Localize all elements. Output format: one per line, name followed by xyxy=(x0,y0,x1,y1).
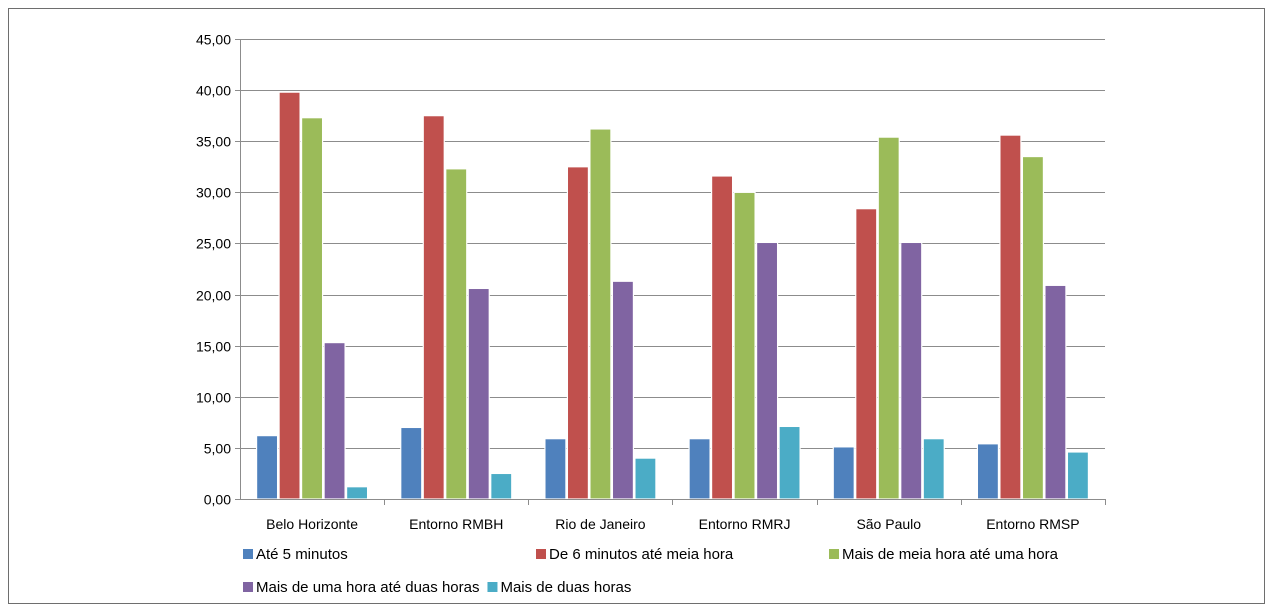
bar-3-2 xyxy=(445,168,468,500)
y-tick-labels: 0,00 5,00 10,00 15,00 20,00 25,00 30,00 35,00 40… xyxy=(196,32,231,508)
legend-label: Até 5 minutos xyxy=(256,546,348,563)
x-tick-label: São Paulo xyxy=(856,516,921,532)
bar-2-4 xyxy=(710,175,734,500)
legend-swatch xyxy=(536,549,546,559)
bar-4-5 xyxy=(900,241,923,500)
y-tick-label: 45,00 xyxy=(196,32,231,48)
bar-3-6 xyxy=(1021,155,1045,500)
bar-4-2 xyxy=(467,287,490,500)
bars xyxy=(255,91,1090,500)
bar-5-6 xyxy=(1066,451,1090,500)
x-tick-label: Rio de Janeiro xyxy=(555,516,645,532)
bar-2-2 xyxy=(422,115,445,500)
bar-4-1 xyxy=(323,342,346,500)
x-tick-label: Belo Horizonte xyxy=(266,516,358,532)
legend: Até 5 minutos De 6 minutos até meia hora M… xyxy=(243,546,1059,596)
legend-label: De 6 minutos até meia hora xyxy=(549,546,734,563)
x-tick-label: Entorno RMBH xyxy=(409,516,503,532)
bar-4-4 xyxy=(755,241,779,500)
bar-1-3 xyxy=(544,438,567,500)
y-tick-label: 40,00 xyxy=(196,83,231,99)
y-tick-label: 20,00 xyxy=(196,288,231,304)
x-tick-label: Entorno RMRJ xyxy=(699,516,791,532)
bar-2-1 xyxy=(278,91,301,500)
bar-5-2 xyxy=(490,472,513,500)
y-tick-label: 25,00 xyxy=(196,236,231,252)
y-tick-label: 5,00 xyxy=(204,441,231,457)
y-tick-label: 30,00 xyxy=(196,185,231,201)
bar-5-1 xyxy=(345,486,369,500)
y-tick-label: 0,00 xyxy=(204,492,231,508)
bar-chart: 0,00 5,00 10,00 15,00 20,00 25,00 30,00 35,00 40… xyxy=(196,32,1106,596)
legend-label: Mais de uma hora até duas horas xyxy=(256,579,479,596)
bar-1-2 xyxy=(400,426,423,500)
bar-2-3 xyxy=(566,166,590,500)
bar-3-1 xyxy=(300,117,324,500)
bar-3-4 xyxy=(733,191,756,500)
bar-1-5 xyxy=(832,446,855,500)
bar-4-6 xyxy=(1044,284,1067,500)
bar-5-5 xyxy=(922,438,945,500)
y-tick-label: 10,00 xyxy=(196,390,231,406)
bar-1-1 xyxy=(255,435,279,500)
gridlines xyxy=(240,39,1105,449)
bar-5-4 xyxy=(778,425,801,500)
bar-3-5 xyxy=(877,136,900,500)
axes xyxy=(235,39,1106,505)
legend-swatch xyxy=(829,549,839,559)
chart-frame: 0,00 5,00 10,00 15,00 20,00 25,00 30,00 35,00 40… xyxy=(8,8,1265,604)
bar-5-3 xyxy=(634,457,657,500)
legend-swatch xyxy=(487,582,498,592)
x-tick-labels: Belo Horizonte Entorno RMBH Rio de Janeiro… xyxy=(266,516,1079,532)
x-tick-label: Entorno RMSP xyxy=(986,516,1079,532)
legend-label: Mais de meia hora até uma hora xyxy=(842,546,1059,563)
bar-3-3 xyxy=(589,128,612,500)
bar-2-6 xyxy=(999,134,1022,500)
y-tick-label: 15,00 xyxy=(196,339,231,355)
bar-1-4 xyxy=(688,438,711,500)
legend-swatch xyxy=(243,582,253,592)
y-tick-label: 35,00 xyxy=(196,134,231,150)
bar-1-6 xyxy=(976,443,1000,500)
legend-swatch xyxy=(243,549,253,559)
legend-label: Mais de duas horas xyxy=(500,579,631,596)
bar-2-5 xyxy=(855,208,878,500)
bar-4-3 xyxy=(611,280,635,500)
